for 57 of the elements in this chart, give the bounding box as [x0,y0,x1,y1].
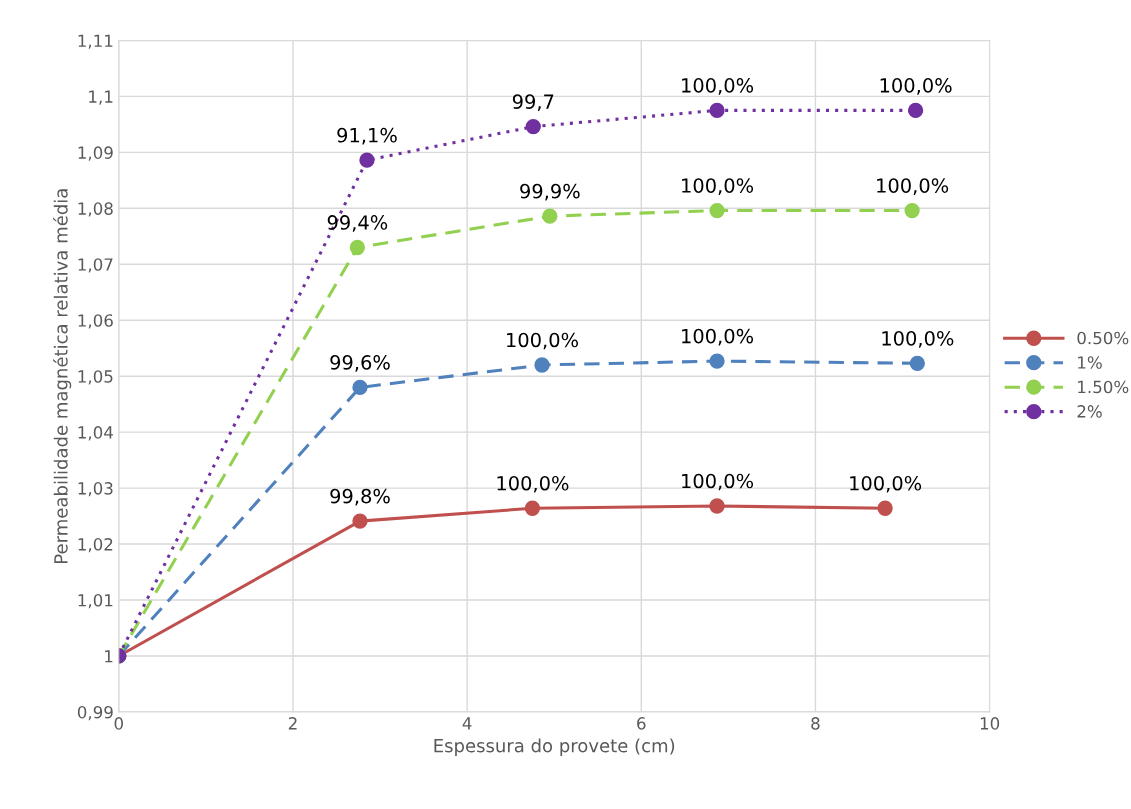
point [709,498,725,514]
point [907,102,924,119]
annotation: 100,0% [507,332,578,350]
point [709,102,725,119]
y-tick-label: 0,99 [77,705,113,721]
x-tick-label: 4 [462,717,472,730]
y-tick-label: 1,07 [78,258,113,273]
y-tick-label: 1,05 [78,370,113,385]
point [877,500,893,516]
x-axis-title: Espessura do provete (cm) [434,738,675,756]
legend-label: 0.50% [1077,331,1129,345]
annotation: 99,9% [520,183,580,201]
y-tick-label: 1,03 [78,482,113,497]
legend-label: 1% [1078,356,1102,369]
x-tick-label: 10 [980,717,1000,730]
y-tick-label: 1,08 [78,202,113,217]
point [909,355,925,371]
x-tick-label: 8 [811,717,820,730]
point [352,513,368,529]
point [349,239,366,256]
annotation: 100,0% [880,78,952,95]
legend-label: 1.50% [1078,380,1129,394]
point [542,208,558,224]
y-axis-title: Permeabilidade magnética relativa média [53,189,72,563]
point [904,202,920,219]
y-tick-label: 1 [105,650,113,663]
annotation: 100,0% [682,473,754,491]
y-tick-label: 1,01 [78,593,113,609]
annotation: 100,0% [682,178,754,195]
x-tick-label: 6 [637,717,646,730]
annotation: 100,0% [882,330,954,348]
annotation: 99,6% [330,355,390,372]
annotation: 100,0% [682,328,754,346]
annotation: 99,7 [512,94,554,111]
x-tick-label: 2 [288,717,297,730]
y-tick-label: 1,06 [78,314,113,329]
y-tick-label: 1,1 [89,90,113,105]
point [709,353,725,369]
legend-label: 2% [1077,405,1102,418]
annotation: 99,4% [327,215,388,232]
annotation: 100,0% [850,475,922,493]
point [534,357,550,373]
x-tick-label: 0 [114,717,123,730]
point [352,379,368,396]
point [525,118,541,135]
y-tick-label: 1,11 [78,34,113,49]
point [709,202,725,219]
y-tick-label: 1,02 [78,538,113,553]
point [524,500,541,516]
annotation: 100,0% [877,178,949,195]
annotation: 100,0% [682,78,754,95]
y-tick-label: 1,04 [78,426,113,441]
annotation: 91,1% [337,127,397,145]
point [359,152,375,168]
annotation: 100,0% [497,475,569,493]
annotation: 99,8% [330,488,390,506]
y-tick-label: 1,09 [78,146,113,161]
